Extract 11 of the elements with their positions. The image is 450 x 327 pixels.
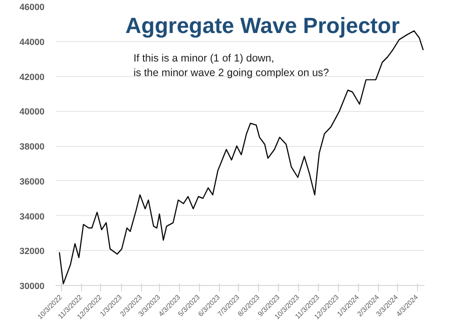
y-tick-label: 44000 <box>19 36 45 47</box>
y-tick-label: 36000 <box>19 176 45 186</box>
y-tick-label: 34000 <box>19 211 45 222</box>
y-tick-label: 30000 <box>19 281 45 291</box>
y-tick-label: 32000 <box>19 246 45 256</box>
annotation: If this is a minor (1 of 1) down, is the minor wave 2 going complex on us? <box>134 52 330 79</box>
y-tick-label: 40000 <box>19 106 45 117</box>
y-tick-label: 38000 <box>19 142 45 152</box>
y-tick-label: 46000 <box>19 2 45 12</box>
chart-title: Aggregate Wave Projector <box>125 13 400 38</box>
y-tick-label: 42000 <box>19 72 45 82</box>
